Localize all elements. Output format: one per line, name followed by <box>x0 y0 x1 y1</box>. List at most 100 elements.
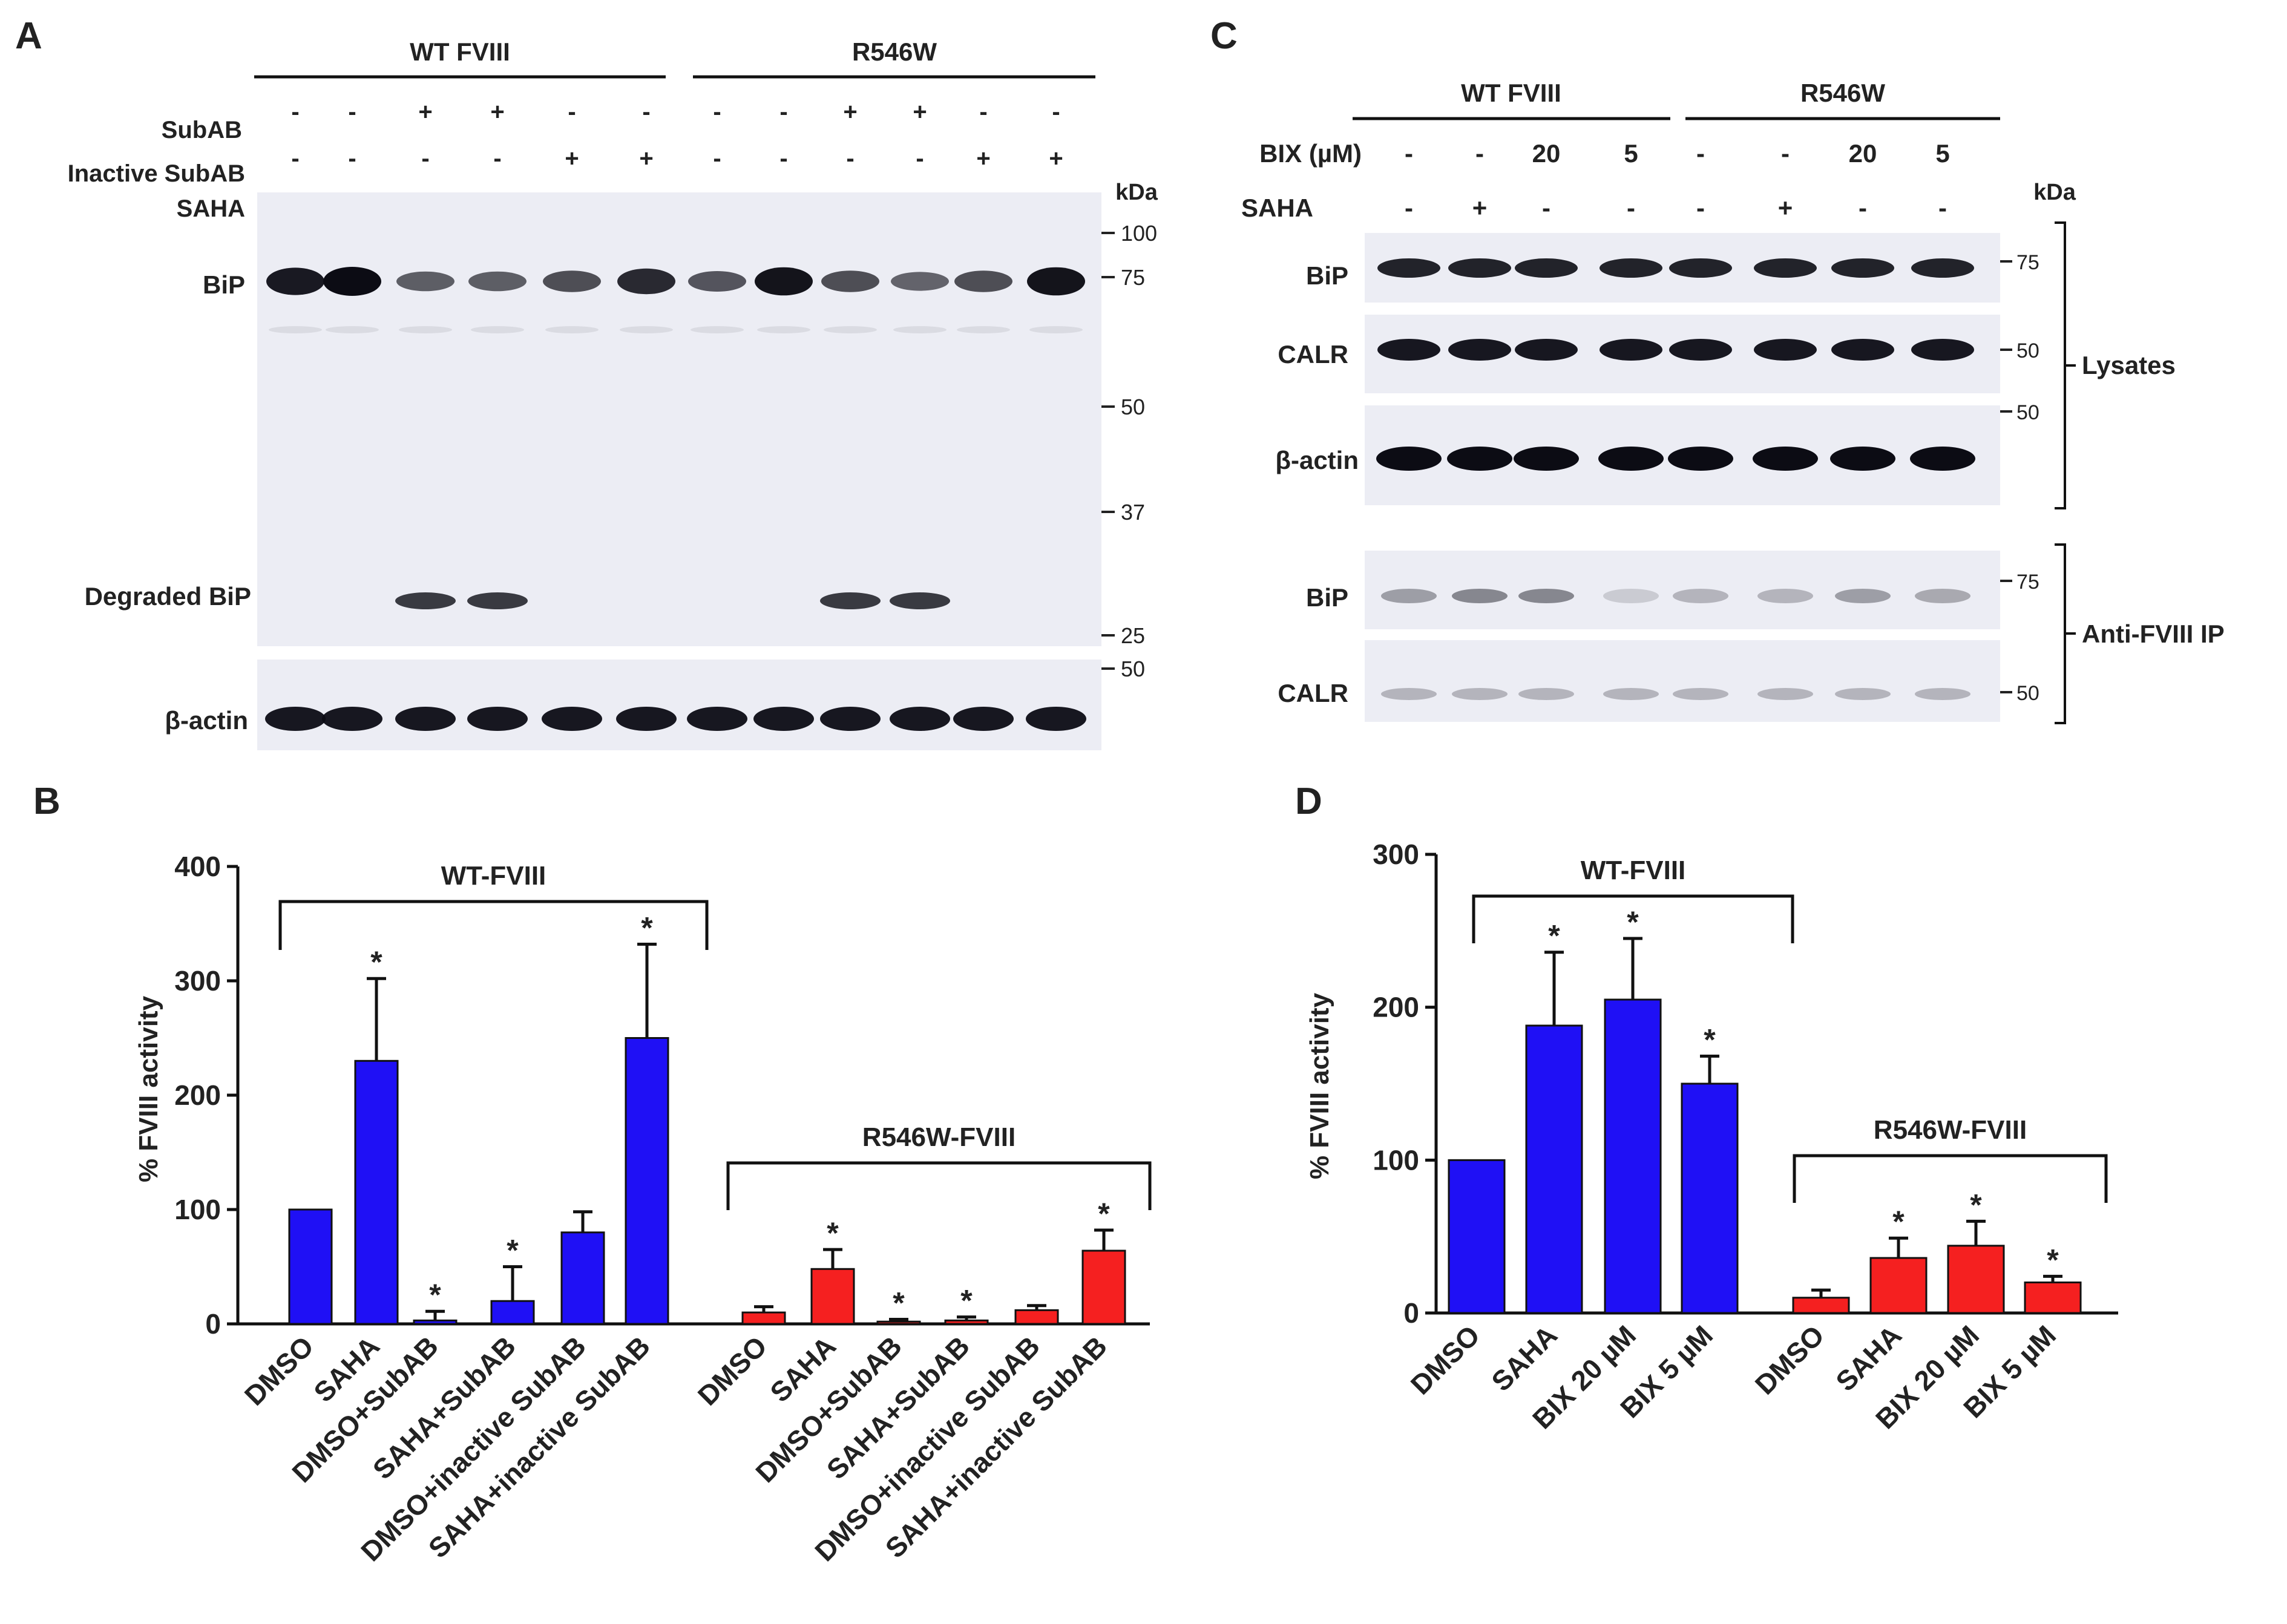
degraded-bip-band <box>820 592 881 609</box>
subab-sign: - <box>779 99 787 125</box>
bix-value: - <box>1405 139 1413 168</box>
bix-value: 5 <box>1624 139 1638 168</box>
c-calr-band <box>1515 339 1578 361</box>
group-label: WT-FVIII <box>441 861 546 891</box>
blot-a-main <box>257 192 1101 646</box>
actin-band <box>616 707 677 731</box>
y-tick-label: 100 <box>1373 1144 1419 1176</box>
c-actin-band <box>1830 447 1895 471</box>
bix-value: 20 <box>1532 139 1561 168</box>
c-bip-band <box>1911 258 1974 278</box>
y-tick-label: 0 <box>1403 1297 1419 1329</box>
c-calr-band <box>1600 339 1662 361</box>
c-saha-sign: - <box>1696 194 1705 222</box>
category-label: SAHA <box>1485 1319 1563 1397</box>
b-y-axis-label: % FVIII activity <box>134 995 163 1182</box>
bar <box>625 1037 669 1325</box>
significance-star: * <box>429 1278 441 1312</box>
c-calr-band <box>1754 339 1817 361</box>
bar <box>944 1319 989 1325</box>
c-bip-ip-band <box>1518 589 1574 603</box>
inactive-subab-sign: - <box>916 145 924 172</box>
ip-bracket <box>2055 543 2066 724</box>
bip-band <box>821 270 879 292</box>
bar <box>1869 1257 1928 1314</box>
bix-row-label: BIX (µM) <box>1259 139 1362 168</box>
blot-c-calr-ip <box>1365 640 2000 722</box>
category-label: DMSO <box>238 1330 320 1411</box>
c-bip-ip-band <box>1452 589 1508 603</box>
c-calr-ip-band <box>1835 688 1891 700</box>
bar <box>741 1311 786 1325</box>
bip-band <box>323 267 381 296</box>
significance-star: * <box>1970 1188 1982 1222</box>
bip-faint-band <box>620 326 673 333</box>
blot-c-bip-ip <box>1365 551 2000 629</box>
bip-label: BiP <box>203 270 245 299</box>
subab-sign: - <box>642 99 650 125</box>
c-calr-ip-band <box>1915 688 1970 700</box>
c-bip-ip-band <box>1757 589 1813 603</box>
c-bip-ip-band <box>1835 589 1891 603</box>
panel-a-bands <box>265 267 1086 731</box>
bar <box>2024 1281 2082 1314</box>
c-marker-50-actin: 50 <box>2016 401 2039 424</box>
bar <box>810 1268 855 1325</box>
c-actin-band <box>1514 447 1579 471</box>
panel-a-markers: 100 75 50 37 25 50 <box>1101 221 1157 681</box>
bar <box>1947 1245 2005 1314</box>
group-bracket <box>1472 894 1794 943</box>
c-calr-ip-band <box>1673 688 1728 700</box>
c-actin-band <box>1910 447 1975 471</box>
y-tick-label: 200 <box>1373 992 1419 1023</box>
inactive-subab-sign: - <box>291 145 299 172</box>
actin-band <box>890 707 950 731</box>
c-bip-label: BiP <box>1306 261 1348 290</box>
panel-c-markers: 75 50 50 75 50 <box>2000 251 2039 705</box>
c-marker-50: 50 <box>2016 339 2039 362</box>
inactive-subab-row-label: Inactive SubAB <box>68 160 245 187</box>
category-label: DMSO <box>692 1330 773 1411</box>
bix-value: - <box>1696 139 1705 168</box>
subab-sign: - <box>291 99 299 125</box>
bip-band <box>617 268 675 295</box>
group-label: R546W-FVIII <box>862 1122 1016 1152</box>
subab-sign: - <box>713 99 721 125</box>
subab-row-label: SubAB <box>162 117 242 143</box>
c-calr-label: CALR <box>1278 340 1348 368</box>
bip-band <box>543 270 601 292</box>
y-tick-label: 300 <box>174 965 221 997</box>
inactive-subab-sign: - <box>493 145 501 172</box>
y-tick-label: 400 <box>174 851 221 882</box>
c-actin-band <box>1376 447 1442 471</box>
significance-star: * <box>1548 919 1560 953</box>
subab-sign: - <box>348 99 356 125</box>
subab-sign: - <box>1052 99 1060 125</box>
group-label: WT-FVIII <box>1581 856 1686 885</box>
bar <box>354 1059 399 1325</box>
c-actin-band <box>1598 447 1664 471</box>
actin-band <box>265 707 326 731</box>
actin-band <box>542 707 602 731</box>
significance-star: * <box>1892 1205 1905 1239</box>
degraded-bip-band <box>395 592 456 609</box>
saha-row-label: SAHA <box>177 195 245 222</box>
inactive-subab-sign: + <box>976 145 990 172</box>
panel-letter-c: C <box>1210 15 1238 57</box>
c-calr-ip-band <box>1757 688 1813 700</box>
c-calr-band <box>1669 339 1732 361</box>
degraded-bip-band <box>467 592 528 609</box>
panel-b-bar-chart: % FVIII activity 0100200300400DMSO*SAHA*… <box>134 851 1152 1567</box>
actin-label: β-actin <box>165 706 248 735</box>
c-saha-sign: + <box>1778 194 1793 222</box>
panel-c-treatment-signs: - - 20 5 - - 20 5 - + - - - + - - <box>1405 139 1950 222</box>
c-calr-band <box>1911 339 1974 361</box>
bip-band <box>954 270 1012 292</box>
bip-faint-band <box>1029 326 1083 333</box>
bar <box>1014 1309 1059 1325</box>
panel-d-bar-chart: % FVIII activity 0100200300DMSO*SAHA*BIX… <box>1305 839 2118 1435</box>
c-bip-band <box>1600 258 1662 278</box>
degraded-bip-label: Degraded BiP <box>85 582 251 611</box>
c-wt-group-label: WT FVIII <box>1461 79 1561 107</box>
c-marker-75: 75 <box>2016 251 2039 274</box>
